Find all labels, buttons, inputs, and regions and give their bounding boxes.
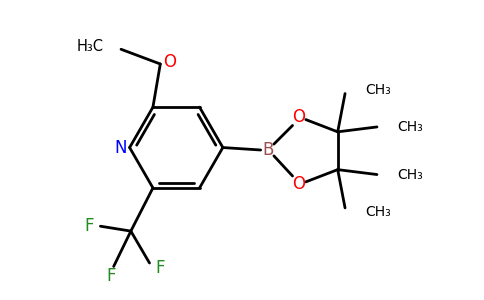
Text: CH₃: CH₃ [366,82,392,97]
Text: F: F [106,267,116,285]
Text: B: B [262,141,273,159]
Text: O: O [292,176,305,194]
Text: H₃C: H₃C [77,39,104,54]
Text: CH₃: CH₃ [397,120,424,134]
Text: CH₃: CH₃ [397,167,424,182]
Text: CH₃: CH₃ [366,205,392,219]
Text: O: O [292,108,305,126]
Text: O: O [163,52,176,70]
Text: F: F [155,259,165,277]
Text: F: F [85,217,94,235]
Text: N: N [115,139,127,157]
